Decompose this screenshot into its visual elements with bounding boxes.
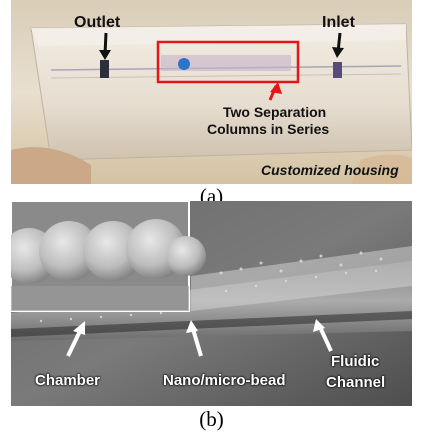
inlet-label: Inlet xyxy=(322,14,355,31)
inlet-arrow-icon xyxy=(332,47,344,58)
chip-photo: Outlet Inlet Two Separation Columns in S… xyxy=(11,0,412,184)
caption-b: (b) xyxy=(199,407,224,431)
channel-label-line1: Fluidic xyxy=(331,353,380,370)
columns-label-line2: Columns in Series xyxy=(207,121,330,137)
bead-arrow-icon xyxy=(186,320,198,333)
channel-label-line2: Channel xyxy=(326,374,386,391)
columns-label-line1: Two Separation xyxy=(223,104,327,120)
sem-image-drawing xyxy=(11,201,412,406)
channel-arrow-icon xyxy=(313,319,325,332)
chamber-arrow-icon xyxy=(73,321,85,335)
sem-image: Chamber Nano/micro-bead Fluidic Channel xyxy=(11,201,412,406)
outlet-label: Outlet xyxy=(74,14,121,31)
chip-photo-drawing xyxy=(11,0,412,184)
red-arrow-icon xyxy=(270,82,282,94)
outlet-arrow-icon xyxy=(99,50,111,60)
sem-inset xyxy=(11,201,206,312)
bead-label: Nano/micro-bead xyxy=(163,372,286,389)
housing-label: Customized housing xyxy=(261,162,399,178)
chamber-label: Chamber xyxy=(35,372,101,389)
highlight-box xyxy=(156,40,300,84)
